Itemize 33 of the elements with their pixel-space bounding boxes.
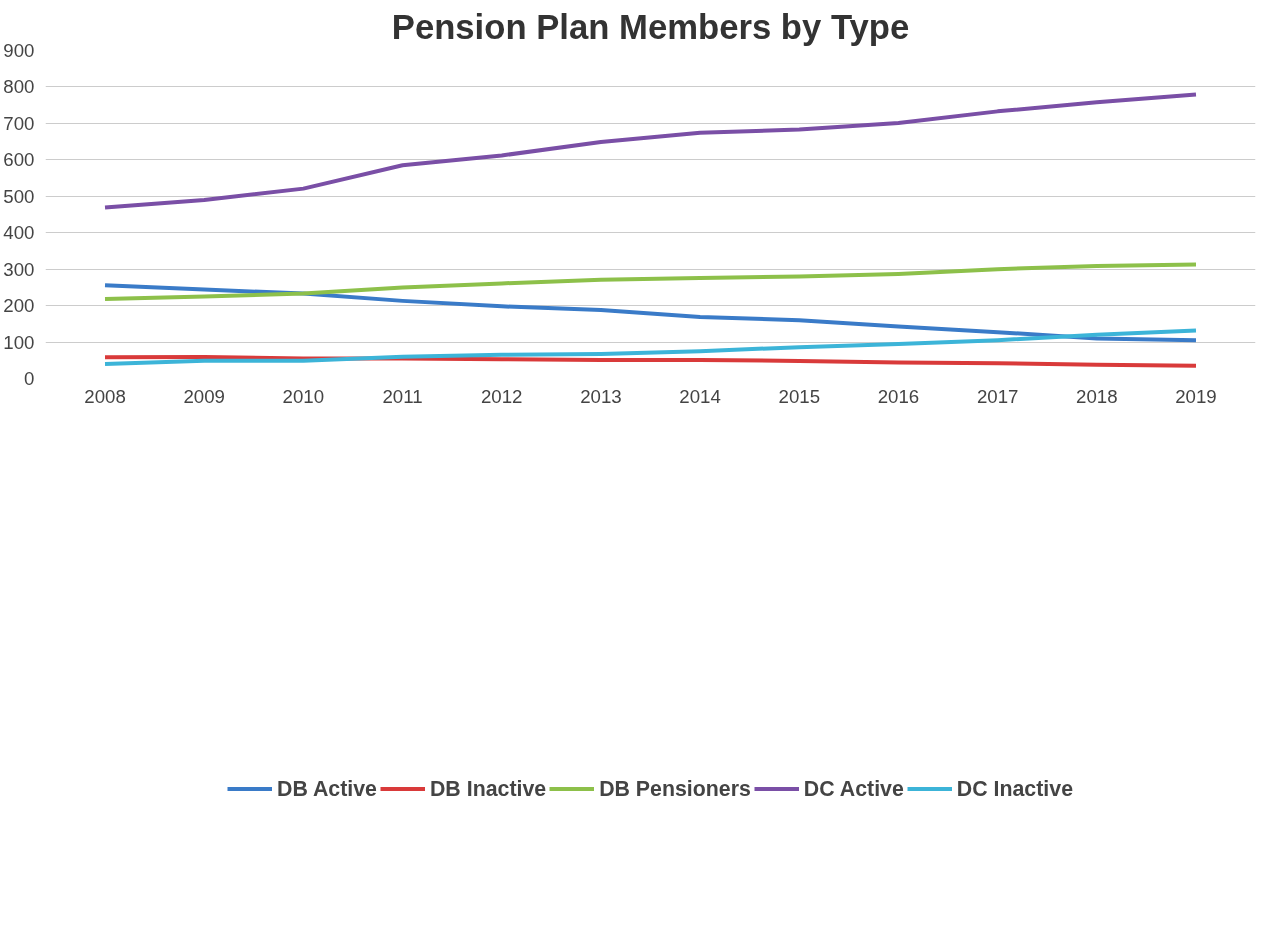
x-tick-label: 2010 bbox=[282, 385, 325, 407]
y-tick-label: 700 bbox=[3, 112, 35, 134]
y-tick-label: 900 bbox=[3, 40, 35, 61]
x-tick-label: 2013 bbox=[580, 385, 622, 407]
line-series bbox=[103, 283, 1198, 343]
y-tick-label: 100 bbox=[3, 331, 35, 353]
line-series bbox=[103, 355, 1198, 368]
y-tick-label: 500 bbox=[3, 185, 35, 207]
x-tick-label: 2018 bbox=[1076, 385, 1118, 407]
x-tick-label: 2019 bbox=[1175, 385, 1217, 407]
line-series bbox=[103, 328, 1198, 366]
legend-label: DB Inactive bbox=[429, 776, 547, 802]
x-tick-label: 2015 bbox=[778, 385, 821, 407]
x-tick-label: 2011 bbox=[382, 385, 423, 407]
x-tick-label: 2016 bbox=[877, 385, 920, 407]
line-series bbox=[103, 262, 1198, 302]
y-tick-label: 0 bbox=[24, 368, 35, 389]
line-series bbox=[103, 92, 1198, 210]
x-tick-label: 2014 bbox=[679, 385, 721, 407]
legend-label: DB Pensioners bbox=[599, 776, 751, 802]
y-tick-label: 300 bbox=[3, 258, 35, 280]
x-tick-label: 2012 bbox=[480, 385, 523, 407]
x-tick-label: 2008 bbox=[84, 385, 126, 407]
legend-label: DB Active bbox=[277, 776, 377, 802]
x-tick-label: 2009 bbox=[183, 385, 225, 407]
legend-label: DC Active bbox=[803, 776, 904, 802]
y-tick-label: 400 bbox=[3, 222, 35, 244]
chart-title: Pension Plan Members by Type bbox=[391, 7, 910, 46]
legend-label: DC Inactive bbox=[956, 776, 1073, 802]
y-tick-label: 600 bbox=[3, 149, 35, 171]
y-tick-label: 800 bbox=[3, 76, 35, 98]
x-tick-label: 2017 bbox=[976, 385, 1019, 407]
y-tick-label: 200 bbox=[3, 295, 35, 317]
